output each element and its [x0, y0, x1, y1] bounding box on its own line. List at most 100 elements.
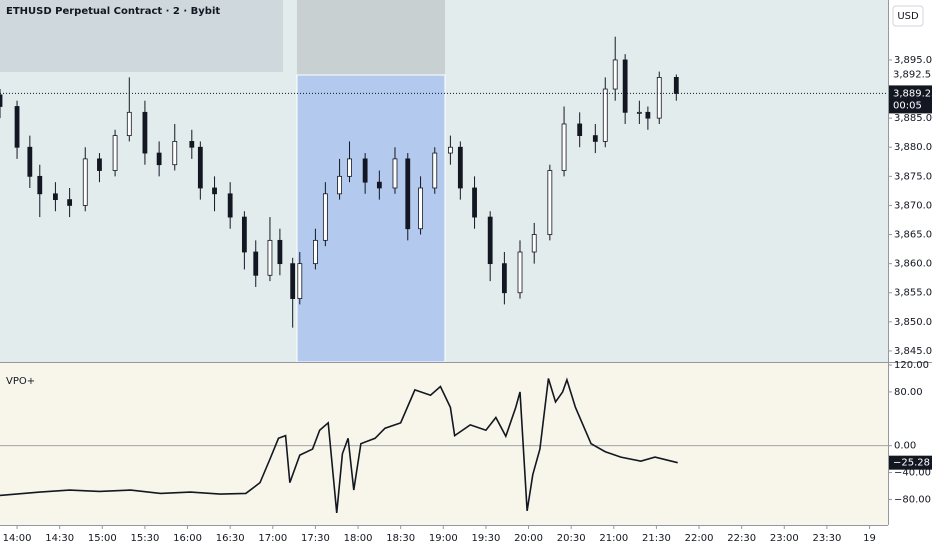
y-tick-label: 3,870.00: [894, 200, 932, 211]
candle-body: [253, 251, 259, 276]
candle-body: [673, 77, 679, 94]
x-tick-label: 21:00: [599, 533, 628, 544]
last-price-label: 3,889.25: [893, 88, 932, 99]
candle-body: [337, 175, 342, 195]
candle-body: [82, 158, 88, 206]
x-tick-label: 16:30: [216, 533, 245, 544]
candle-body: [517, 251, 523, 294]
indicator-title: VPO+: [6, 376, 35, 387]
indicator-pane: [0, 363, 888, 525]
candle-body: [227, 193, 233, 218]
candle-body: [0, 94, 3, 107]
candle-body: [547, 170, 553, 235]
candle-body: [156, 152, 162, 166]
x-tick-label: 20:30: [557, 533, 586, 544]
y-tick-label: 3,885.00: [894, 113, 932, 124]
candle-body: [142, 111, 148, 154]
candle-body: [636, 111, 642, 114]
candle-body: [457, 146, 463, 189]
y-tick-label: 3,880.00: [894, 142, 932, 153]
x-tick-label: 23:00: [770, 533, 799, 544]
last-price-box: [889, 85, 932, 114]
candle-body: [212, 187, 217, 195]
x-tick-label: 17:30: [301, 533, 330, 544]
x-tick-label: 23:30: [812, 533, 841, 544]
candle-body: [290, 263, 296, 299]
candle-body: [561, 123, 567, 171]
candle-body: [97, 158, 102, 171]
level-label: 3,892.53: [893, 69, 932, 80]
x-tick-label: 15:00: [88, 533, 117, 544]
candle-body: [297, 263, 303, 299]
y-tick-label: 3,850.00: [894, 317, 932, 328]
x-tick-label: 14:30: [45, 533, 74, 544]
candle-body: [126, 111, 132, 137]
candle-body: [612, 59, 618, 90]
y-tick-label: −40.00: [894, 468, 931, 479]
last-value-label: −25.28: [893, 458, 930, 469]
candle-body: [418, 187, 423, 230]
candle-body: [241, 216, 247, 253]
currency[interactable]: USD: [897, 11, 919, 22]
x-tick-label: 19:00: [429, 533, 458, 544]
candle-body: [405, 158, 411, 230]
candle-body: [172, 141, 178, 166]
y-tick-label: 3,865.00: [894, 230, 932, 241]
candle-body: [432, 152, 438, 189]
x-tick-label: 22:00: [685, 533, 714, 544]
last-value-box: [889, 455, 932, 470]
candle-body: [67, 199, 73, 206]
candle-body: [313, 239, 318, 265]
candle-body: [53, 193, 58, 201]
session-box: [0, 0, 283, 72]
x-tick-label: 19: [863, 533, 876, 544]
x-tick-label: 14:00: [3, 533, 32, 544]
candle-body: [472, 187, 477, 218]
candle-body: [347, 158, 352, 177]
y-tick-label: 3,860.00: [894, 259, 932, 270]
x-tick-label: 17:00: [258, 533, 287, 544]
candle-body: [14, 106, 20, 148]
candle-body: [197, 146, 203, 189]
y-tick-label: 3,855.00: [894, 288, 932, 299]
candle-body: [112, 135, 118, 171]
y-tick-label: 3,895.00: [894, 55, 932, 66]
candle-body: [37, 175, 43, 195]
x-tick-label: 19:30: [471, 533, 500, 544]
candle-body: [531, 234, 537, 253]
candle-body: [322, 193, 328, 241]
candle-body: [392, 158, 398, 189]
x-tick-label: 16:00: [173, 533, 202, 544]
candle-body: [487, 216, 493, 265]
candle-body: [592, 135, 598, 142]
candle-body: [501, 263, 507, 294]
candle-body: [622, 59, 628, 113]
candle-body: [277, 239, 283, 265]
x-tick-label: 22:30: [727, 533, 756, 544]
candle-body: [267, 239, 273, 276]
y-tick-label: 3,875.00: [894, 171, 932, 182]
y-tick-label: 0.00: [894, 441, 916, 452]
candle-body: [362, 158, 368, 183]
vpo-line: [0, 377, 678, 513]
x-tick-label: 18:00: [344, 533, 373, 544]
x-tick-label: 20:00: [514, 533, 543, 544]
countdown: 00:05: [893, 100, 922, 111]
candle-body: [602, 88, 608, 142]
y-tick-label: −80.00: [894, 494, 931, 505]
y-tick-label: 3,845.00: [894, 346, 932, 357]
session-box: [297, 0, 445, 75]
candle-body: [376, 181, 382, 189]
x-tick-label: 15:30: [131, 533, 160, 544]
y-tick-label: 120.00: [894, 360, 929, 371]
y-tick-label: 80.00: [894, 387, 923, 398]
candle-body: [645, 111, 651, 119]
candle-body: [656, 77, 662, 119]
x-tick-label: 21:30: [642, 533, 671, 544]
currency-button[interactable]: [892, 5, 924, 27]
x-tick-label: 18:30: [386, 533, 415, 544]
candle-body: [447, 146, 453, 154]
candle-body: [577, 123, 583, 137]
candle-body: [189, 141, 195, 148]
